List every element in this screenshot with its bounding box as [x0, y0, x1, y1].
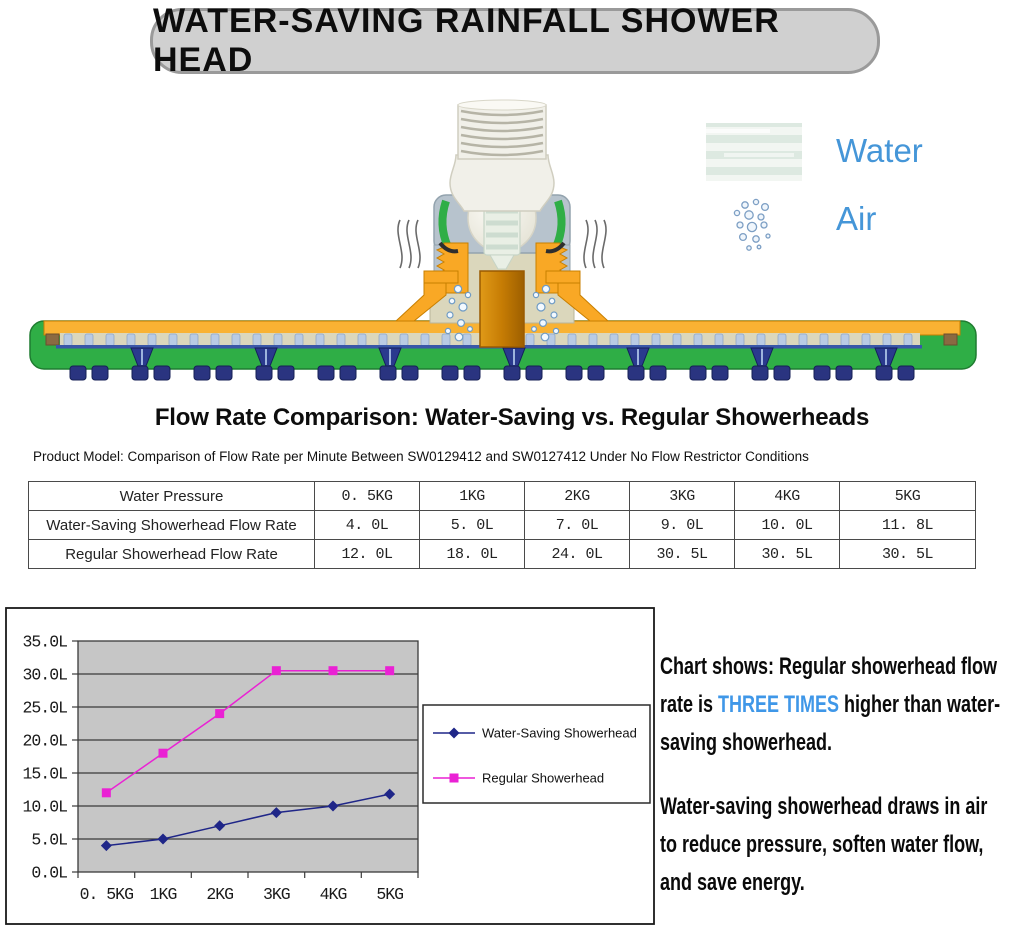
- notes: Chart shows: Regular showerhead flow rat…: [660, 648, 1024, 902]
- air-legend-icon: [733, 198, 771, 251]
- table-cell: 0. 5KG: [314, 481, 420, 511]
- table-row: Water-Saving Showerhead Flow Rate 4. 0L 5.…: [28, 510, 976, 540]
- svg-text:0.0L: 0.0L: [31, 864, 67, 883]
- svg-text:5KG: 5KG: [376, 885, 403, 904]
- flow-chart-svg: 0.0L 5.0L 10.0L 15.0L 20.0L 25.0L 30.0L 35.0L 0.…: [5, 607, 655, 925]
- svg-text:Water-Saving Showerhead: Water-Saving Showerhead: [482, 726, 637, 741]
- water-label: Water: [836, 132, 923, 169]
- table-cell: 9. 0L: [629, 510, 735, 540]
- note-text-pre: Chart shows: Regular showerhead flow rat…: [660, 653, 998, 718]
- table-cell: 3KG: [629, 481, 735, 511]
- svg-text:Regular Showerhead: Regular Showerhead: [482, 771, 604, 786]
- svg-text:20.0L: 20.0L: [22, 732, 67, 751]
- table-cell: 7. 0L: [524, 510, 630, 540]
- svg-text:30.0L: 30.0L: [22, 666, 67, 685]
- water-legend-icon: [706, 123, 802, 181]
- table-cell: 4. 0L: [314, 510, 420, 540]
- end-cap-block: [943, 333, 958, 346]
- svg-text:3KG: 3KG: [263, 885, 290, 904]
- table-cell: Water-Saving Showerhead Flow Rate: [28, 510, 315, 540]
- flow-chart: 0.0L 5.0L 10.0L 15.0L 20.0L 25.0L 30.0L 35.0L 0.…: [5, 607, 655, 925]
- table-cell: 10. 0L: [734, 510, 840, 540]
- section-subtitle: Product Model: Comparison of Flow Rate p…: [33, 449, 809, 464]
- svg-text:4KG: 4KG: [320, 885, 347, 904]
- air-intake-lines: [397, 219, 607, 269]
- showerhead-diagram-svg: [29, 99, 977, 381]
- air-label: Air: [836, 200, 877, 237]
- svg-text:0. 5KG: 0. 5KG: [80, 885, 134, 904]
- table-cell: 4KG: [734, 481, 840, 511]
- svg-text:5.0L: 5.0L: [31, 831, 67, 850]
- table-cell: 5KG: [839, 481, 976, 511]
- table-cell: Regular Showerhead Flow Rate: [28, 539, 315, 569]
- svg-text:2KG: 2KG: [206, 885, 233, 904]
- svg-text:10.0L: 10.0L: [22, 798, 67, 817]
- air-bubbles-right: [530, 284, 560, 342]
- table-cell: 2KG: [524, 481, 630, 511]
- page-title: WATER-SAVING RAINFALL SHOWER HEAD: [153, 2, 780, 79]
- table-cell: 12. 0L: [314, 539, 420, 569]
- table-cell: 5. 0L: [419, 510, 525, 540]
- three-times-highlight: THREE TIMES: [718, 691, 840, 718]
- table-cell: 11. 8L: [839, 510, 976, 540]
- flow-rate-table: Water Pressure 0. 5KG 1KG 2KG 3KG 4KG 5KG Water…: [28, 481, 976, 569]
- shower-head-body: [29, 320, 977, 381]
- mixing-funnels: [130, 347, 898, 367]
- note-energy: Water-saving showerhead draws in air to …: [660, 793, 988, 896]
- table-cell: 24. 0L: [524, 539, 630, 569]
- section-title: Flow Rate Comparison: Water-Saving vs. R…: [154, 404, 870, 431]
- shower-connector: [449, 99, 555, 270]
- svg-text:15.0L: 15.0L: [22, 765, 67, 784]
- title-banner: WATER-SAVING RAINFALL SHOWER HEAD: [150, 2, 880, 79]
- connector-collar: [449, 154, 555, 212]
- table-cell: 30. 5L: [734, 539, 840, 569]
- table-cell: 30. 5L: [629, 539, 735, 569]
- table-row: Regular Showerhead Flow Rate 12. 0L 18. 0L…: [28, 539, 976, 569]
- water-core: [479, 270, 525, 348]
- end-cap-block: [45, 333, 60, 346]
- svg-text:1KG: 1KG: [150, 885, 177, 904]
- table-cell: 30. 5L: [839, 539, 976, 569]
- svg-text:35.0L: 35.0L: [22, 633, 67, 652]
- note-text-post: higher than water- saving showerhead.: [660, 691, 1001, 756]
- note-chart-summary: Chart shows: Regular showerhead flow rat…: [660, 648, 1024, 762]
- table-row: Water Pressure 0. 5KG 1KG 2KG 3KG 4KG 5KG: [28, 481, 976, 511]
- table-cell: 18. 0L: [419, 539, 525, 569]
- table-cell: 1KG: [419, 481, 525, 511]
- table-cell: Water Pressure: [28, 481, 315, 511]
- chart-legend-box: [422, 704, 651, 804]
- spray-nozzles: [69, 365, 915, 381]
- air-bubbles-left: [444, 284, 474, 342]
- svg-text:25.0L: 25.0L: [22, 699, 67, 718]
